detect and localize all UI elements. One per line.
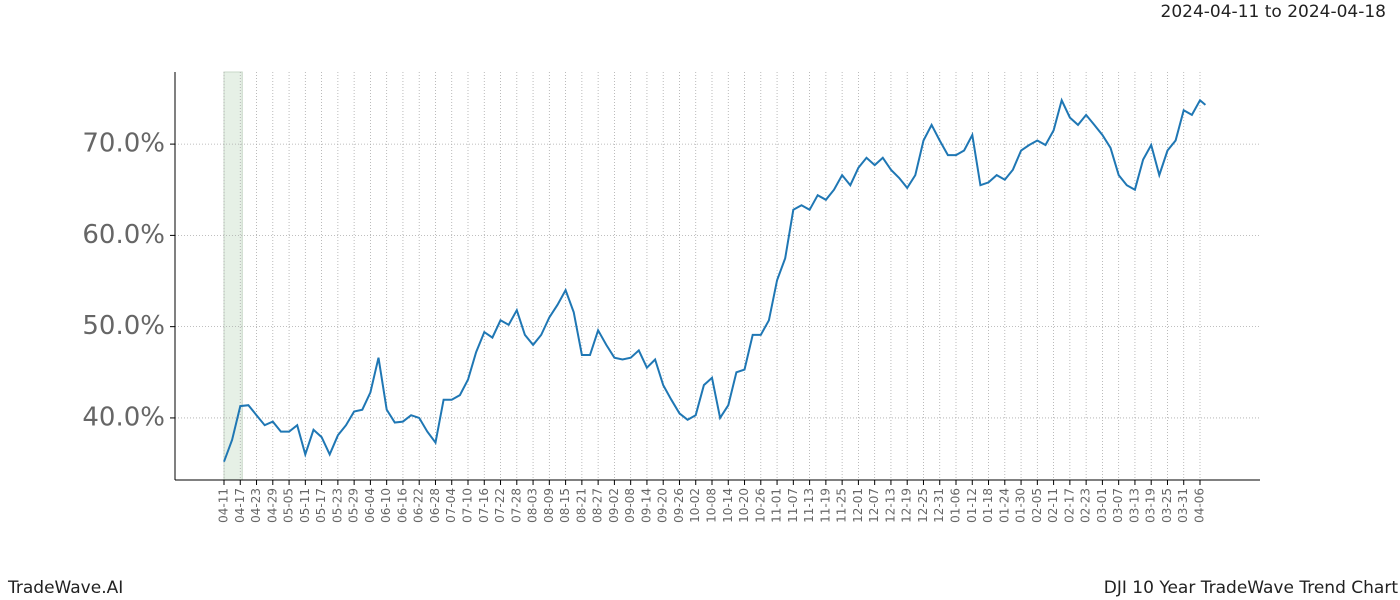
x-tick-label: 01-06 [949, 488, 963, 523]
x-tick-label: 04-17 [233, 488, 247, 523]
x-tick-label: 09-14 [639, 488, 653, 523]
date-range: 2024-04-11 to 2024-04-18 [1161, 2, 1386, 22]
x-tick-label: 09-02 [607, 488, 621, 523]
x-tick-label: 02-11 [1046, 488, 1060, 523]
y-tick-label: 40.0% [82, 402, 165, 432]
x-tick-label: 06-16 [395, 488, 409, 523]
y-tick-label: 50.0% [82, 311, 165, 341]
x-tick-label: 12-25 [916, 488, 930, 523]
x-tick-label: 10-02 [688, 488, 702, 523]
x-tick-label: 07-28 [509, 488, 523, 523]
y-tick-label: 70.0% [82, 129, 165, 159]
x-tick-label: 02-05 [1030, 488, 1044, 523]
x-tick-label: 08-15 [558, 488, 572, 523]
x-tick-label: 03-01 [1095, 488, 1109, 523]
x-tick-label: 01-24 [997, 488, 1011, 523]
x-tick-label: 12-31 [932, 488, 946, 523]
x-tick-label: 04-11 [217, 488, 231, 523]
x-tick-label: 06-22 [412, 488, 426, 523]
x-tick-label: 08-03 [526, 488, 540, 523]
x-tick-label: 12-19 [900, 488, 914, 523]
x-tick-label: 12-01 [851, 488, 865, 523]
x-tick-label: 07-22 [493, 488, 507, 523]
x-tick-label: 11-19 [818, 488, 832, 523]
x-tick-label: 09-08 [623, 488, 637, 523]
x-tick-label: 08-21 [574, 488, 588, 523]
x-tick-label: 03-25 [1160, 488, 1174, 523]
x-tick-label: 05-23 [330, 488, 344, 523]
x-tick-label: 05-17 [314, 488, 328, 523]
x-tick-label: 11-07 [786, 488, 800, 523]
x-tick-label: 07-04 [444, 488, 458, 523]
x-tick-label: 05-29 [347, 488, 361, 523]
trend-line [223, 97, 1207, 463]
x-tick-label: 04-06 [1193, 488, 1207, 523]
x-tick-label: 05-05 [282, 488, 296, 523]
x-tick-label: 08-09 [542, 488, 556, 523]
x-tick-label: 04-29 [265, 488, 279, 523]
x-tick-label: 12-13 [883, 488, 897, 523]
x-tick-label: 10-20 [737, 488, 751, 523]
x-tick-label: 02-17 [1062, 488, 1076, 523]
highlight-span [223, 71, 243, 481]
x-tick-label: 01-12 [965, 488, 979, 523]
brand: TradeWave.AI [7, 578, 123, 598]
x-tick-label: 10-14 [721, 488, 735, 523]
x-tick-label: 03-07 [1111, 488, 1125, 523]
x-tick-label: 10-08 [705, 488, 719, 523]
x-tick-label: 12-07 [867, 488, 881, 523]
x-tick-label: 02-23 [1079, 488, 1093, 523]
x-tick-label: 04-23 [249, 488, 263, 523]
x-tick-label: 01-18 [981, 488, 995, 523]
x-tick-label: 11-25 [835, 488, 849, 523]
x-tick-label: 06-10 [379, 488, 393, 523]
x-tick-label: 11-13 [802, 488, 816, 523]
x-tick-label: 07-10 [461, 488, 475, 523]
y-tick-label: 60.0% [82, 220, 165, 250]
x-tick-label: 05-11 [298, 488, 312, 523]
chart-name: DJI 10 Year TradeWave Trend Chart [1104, 578, 1399, 598]
x-tick-label: 03-31 [1176, 488, 1190, 523]
x-tick-label: 08-27 [591, 488, 605, 523]
x-tick-label: 06-04 [363, 488, 377, 523]
x-tick-label: 11-01 [770, 488, 784, 523]
x-tick-label: 07-16 [477, 488, 491, 523]
x-tick-label: 06-28 [428, 488, 442, 523]
x-tick-label: 03-13 [1127, 488, 1141, 523]
x-tick-label: 09-26 [672, 488, 686, 523]
x-tick-label: 09-20 [656, 488, 670, 523]
x-tick-label: 10-26 [753, 488, 767, 523]
x-tick-label: 01-30 [1014, 488, 1028, 523]
x-tick-label: 03-19 [1144, 488, 1158, 523]
